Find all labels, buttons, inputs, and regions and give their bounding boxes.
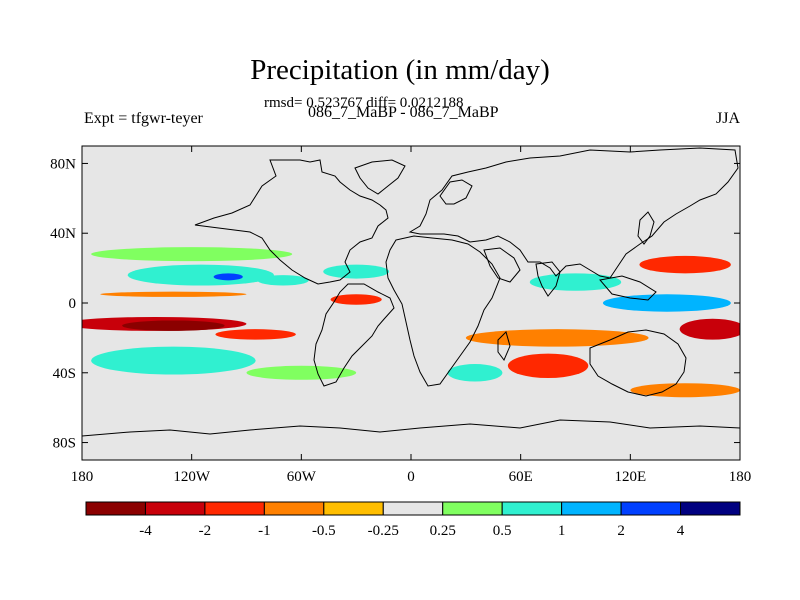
anomaly-region-17 (529, 273, 622, 291)
colorbar-label-2: -1 (258, 523, 271, 539)
x-tick-label-5: 120E (614, 469, 646, 485)
colorbar-box-0 (85, 501, 146, 516)
anomaly-region-21 (447, 364, 503, 382)
axes: 180 120W 60W 0 60E 120E 180 80N 40N 0 40S 80S (50, 146, 751, 485)
anomaly-region-9 (91, 247, 293, 262)
coastline-scandinavia (439, 179, 473, 205)
anomaly-region-6 (213, 273, 243, 281)
y-tick-label-1: 40N (50, 226, 76, 242)
coastline-japan (637, 211, 655, 245)
anomaly-region-20 (630, 383, 740, 398)
colorbar: -4 -2 -1 -0.5 -0.25 0.25 0.5 1 2 4 (85, 501, 741, 539)
colorbar-box-5 (382, 501, 444, 516)
colorbar-label-3: -0.5 (312, 523, 336, 539)
y-tick-label-0: 80N (50, 156, 76, 172)
coastline-maritime (599, 275, 657, 301)
coastline-madagascar (497, 331, 511, 361)
colorbar-label-0: -4 (139, 523, 152, 539)
y-tick-label-4: 80S (53, 436, 76, 452)
coastline-eurasia (408, 147, 739, 279)
anomaly-region-19 (679, 318, 740, 340)
colorbar-label-4: -0.25 (368, 523, 399, 539)
colorbar-box-10 (680, 501, 741, 516)
x-tick-label-6: 180 (729, 469, 752, 485)
stats-label: rmsd= 0.523767 diff= 0.0212188 (264, 95, 464, 111)
colorbar-box-7 (501, 501, 563, 516)
x-tick-label-3: 0 (407, 469, 415, 485)
coastline-antarctica (82, 419, 740, 437)
coastline-greenland (354, 159, 406, 195)
anomaly-region-16 (602, 294, 731, 312)
x-tick-label-1: 120W (173, 469, 211, 485)
colorbar-box-6 (442, 501, 503, 516)
colorbar-label-5: 0.25 (430, 523, 456, 539)
y-tick-label-2: 0 (69, 296, 77, 312)
colorbar-label-1: -2 (199, 523, 212, 539)
colorbar-box-8 (561, 501, 622, 516)
colorbar-box-9 (620, 501, 682, 516)
colorbar-box-3 (263, 501, 325, 516)
coastline-india (535, 261, 561, 297)
colorbar-label-7: 1 (558, 523, 566, 539)
coastline-arabia (483, 247, 521, 283)
colorbar-box-4 (323, 501, 384, 516)
coastline-australia (589, 329, 687, 397)
anomaly-region-8 (323, 264, 390, 279)
anomaly-region-14 (507, 353, 589, 379)
x-tick-label-4: 60E (509, 469, 533, 485)
precipitation-anomaly-field (82, 247, 740, 398)
chart-title: Precipitation (in mm/day) (250, 54, 550, 86)
colorbar-box-2 (204, 501, 265, 516)
anomaly-region-3 (215, 329, 296, 340)
coastline-south-america (313, 283, 395, 387)
season-label: JJA (716, 110, 741, 127)
anomaly-region-2 (122, 320, 225, 331)
anomaly-region-11 (246, 365, 357, 380)
coastline (82, 147, 740, 437)
anomaly-region-7 (257, 275, 309, 286)
anomaly-region-18 (639, 255, 731, 274)
anomaly-region-15 (465, 329, 649, 347)
cases-label: 086_7_MaBP - 086_7_MaBP (308, 104, 499, 121)
colorbar-label-9: 4 (677, 523, 685, 539)
x-tick-label-0: 180 (71, 469, 94, 485)
y-tick-label-3: 40S (53, 366, 76, 382)
anomaly-region-4 (100, 291, 247, 297)
anomaly-region-12 (330, 294, 382, 305)
coastline-africa (385, 235, 501, 387)
colorbar-box-1 (144, 501, 206, 516)
anomaly-region-5 (127, 264, 274, 286)
experiment-label: Expt = tfgwr-teyer (84, 110, 203, 127)
colorbar-label-6: 0.5 (493, 523, 512, 539)
coastline-north-america (194, 159, 389, 285)
x-tick-label-2: 60W (287, 469, 317, 485)
anomaly-region-10 (91, 346, 256, 375)
colorbar-label-8: 2 (617, 523, 625, 539)
